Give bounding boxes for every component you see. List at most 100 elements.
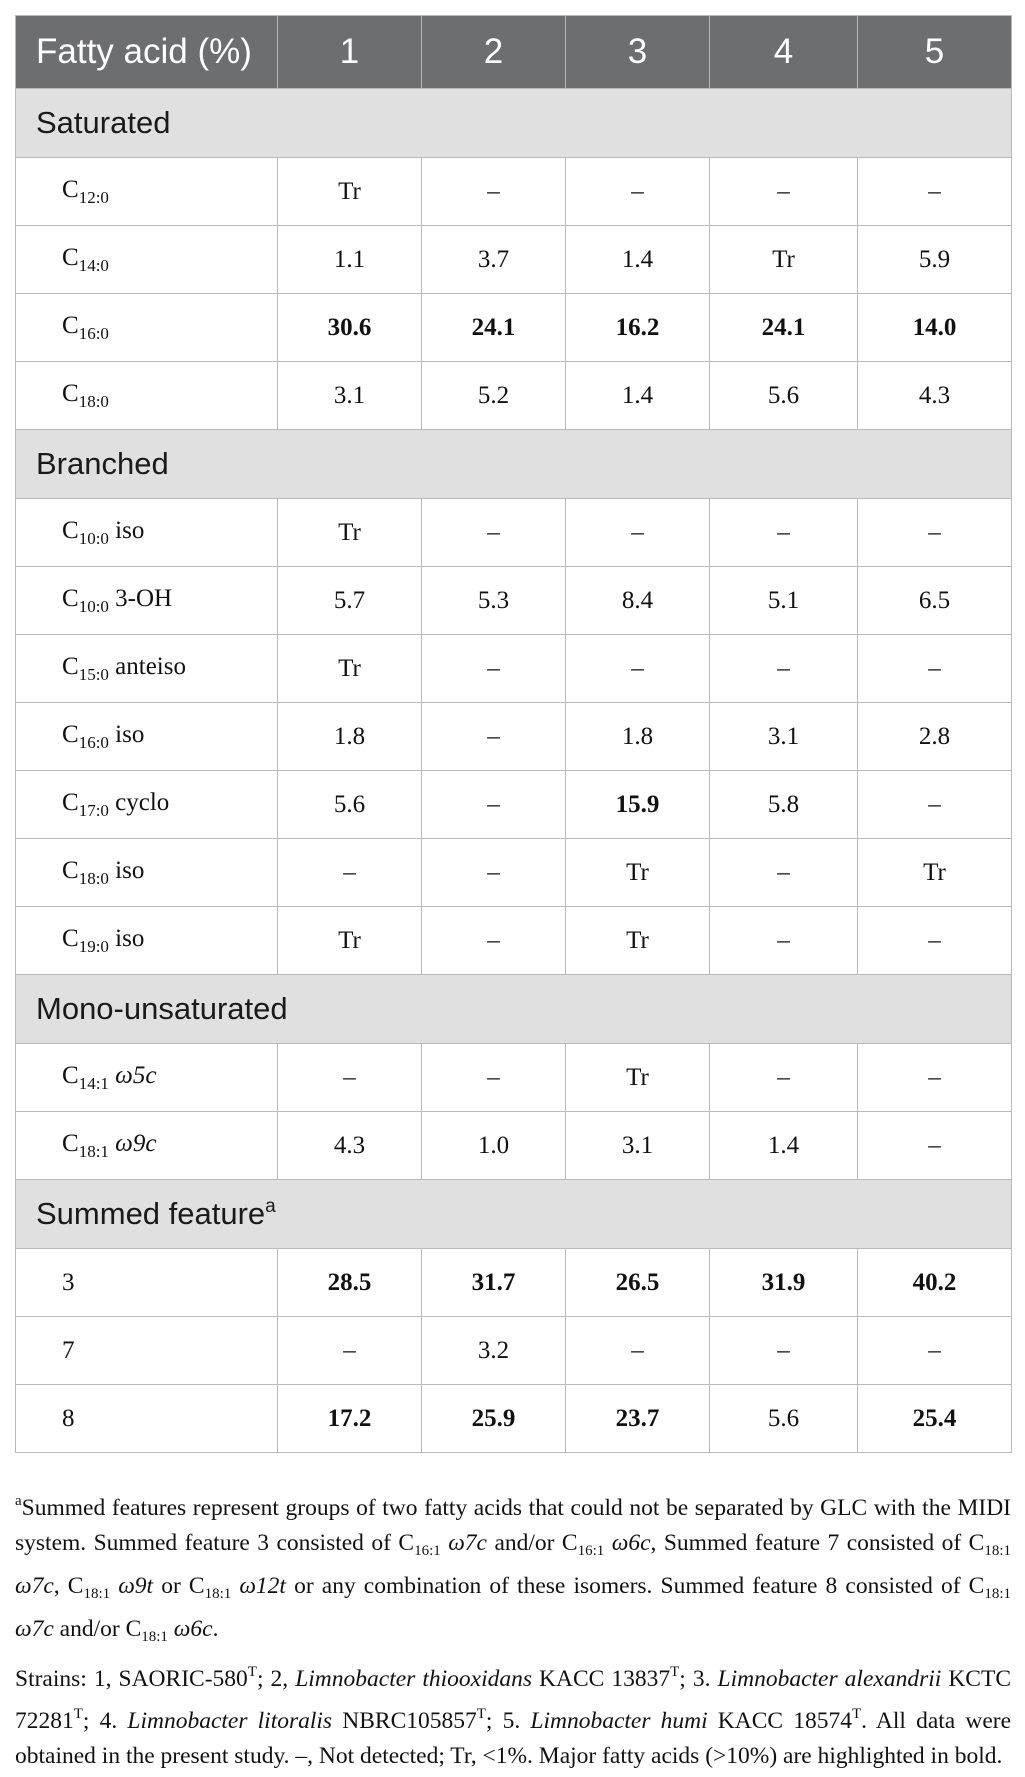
fatty-acid-name: C18:0 iso [15, 838, 278, 907]
footnote-a: aSummed features represent groups of two… [15, 1484, 1011, 1655]
value-cell-strain-4: 31.9 [709, 1248, 858, 1317]
value-cell-strain-4: 5.1 [709, 566, 858, 635]
value-cell-strain-2: – [421, 838, 566, 907]
value-cell-strain-3: Tr [565, 1043, 710, 1112]
isomer: ω6c [604, 1530, 651, 1556]
value-cell-strain-4: – [709, 1043, 858, 1112]
table-row: C10:0 iso Tr – – – – [15, 498, 1012, 567]
fatty-acid-base: C [62, 788, 79, 816]
subscript: 16:1 [414, 1543, 441, 1559]
strains-text: KCTC 72281 [15, 1666, 1011, 1734]
table-row: C18:0 3.1 5.2 1.4 5.6 4.3 [15, 361, 1012, 430]
header-col-4: 4 [709, 15, 858, 89]
fatty-acid-name: C14:0 [15, 225, 278, 294]
fatty-acid-suffix: iso [108, 720, 145, 748]
value-cell-strain-1: 4.3 [277, 1111, 422, 1180]
value-cell-strain-5: 5.9 [857, 225, 1012, 294]
value-cell-strain-2: – [421, 770, 566, 839]
table-row: 7–3.2– – – [15, 1316, 1012, 1385]
value-cell-strain-3: 1.8 [565, 702, 710, 771]
isomer: ω7c [440, 1530, 487, 1556]
fatty-acid-base: C [62, 175, 79, 203]
table-footnotes: aSummed features represent groups of two… [15, 1484, 1011, 1774]
footnote-text: . [212, 1616, 219, 1642]
value-cell-strain-2: 31.7 [421, 1248, 566, 1317]
value-cell-strain-5: – [857, 1043, 1012, 1112]
fatty-acid-base: 7 [62, 1336, 75, 1364]
fatty-acid-name: C16:0 iso [15, 702, 278, 771]
fatty-acid-name: 3 [15, 1248, 278, 1317]
value-cell-strain-4: – [709, 1316, 858, 1385]
isomer: ω9t [110, 1573, 154, 1599]
value-cell-strain-1: 3.1 [277, 361, 422, 430]
subscript: 16:1 [577, 1543, 605, 1559]
isomer: ω6c [167, 1616, 213, 1642]
subscript: 18:1 [984, 1586, 1011, 1602]
table-row: C16:0 30.6 24.1 16.2 24.1 14.0 [15, 293, 1012, 362]
section-title: Saturated [15, 88, 1012, 158]
table-row: C12:0 Tr – – – – [15, 157, 1012, 226]
fatty-acid-base: 3 [62, 1268, 75, 1296]
table-row: C16:0 iso 1.8–1.8 3.1 2.8 [15, 702, 1012, 771]
species-name: Limnobacter thiooxidans [295, 1666, 532, 1692]
subscript: 18:1 [83, 1586, 111, 1602]
isomer: ω12t [231, 1573, 286, 1599]
value-cell-strain-5: – [857, 498, 1012, 567]
footnote-a-marker: a [15, 1493, 22, 1509]
section-row: Summed featurea [15, 1179, 1012, 1249]
header-col-5: 5 [857, 15, 1012, 89]
value-cell-strain-2: 3.7 [421, 225, 566, 294]
value-cell-strain-1: Tr [277, 634, 422, 703]
section-title-text: Saturated [36, 105, 171, 140]
value-cell-strain-2: – [421, 1043, 566, 1112]
type-strain-marker: T [852, 1706, 862, 1722]
table-row: C18:0 iso – – Tr – Tr [15, 838, 1012, 907]
table-row: C14:1 ω5c – – Tr – – [15, 1043, 1012, 1112]
fatty-acid-subscript: 10:0 [78, 596, 109, 616]
value-cell-strain-1: 1.8 [277, 702, 422, 771]
species-name: Limnobacter alexandrii [717, 1666, 942, 1692]
fatty-acid-name: C17:0 cyclo [15, 770, 278, 839]
fatty-acid-subscript: 18:0 [78, 868, 109, 888]
value-cell-strain-2: – [421, 498, 566, 567]
table-row: 3 28.5 31.7 26.5 31.9 40.2 [15, 1248, 1012, 1317]
value-cell-strain-1: Tr [277, 498, 422, 567]
fatty-acid-name: C14:1 ω5c [15, 1043, 278, 1112]
type-strain-marker: T [476, 1706, 486, 1722]
footnote-text: and/or C [487, 1530, 578, 1556]
fatty-acid-base: C [62, 1129, 79, 1157]
value-cell-strain-4: – [709, 498, 858, 567]
header-col-3: 3 [565, 15, 710, 89]
value-cell-strain-5: – [857, 906, 1012, 975]
value-cell-strain-1: 28.5 [277, 1248, 422, 1317]
section-title: Summed featurea [15, 1179, 1012, 1249]
fatty-acid-name: C10:0 3-OH [15, 566, 278, 635]
value-cell-strain-5: 14.0 [857, 293, 1012, 362]
value-cell-strain-2: – [421, 906, 566, 975]
fatty-acid-subscript: 12:0 [78, 187, 109, 207]
fatty-acid-subscript: 19:0 [78, 936, 109, 956]
fatty-acid-base: C [62, 720, 79, 748]
table-row: C19:0 iso Tr – Tr – – [15, 906, 1012, 975]
header-col-1: 1 [277, 15, 422, 89]
fatty-acid-base: C [62, 652, 79, 680]
fatty-acid-base: C [62, 243, 79, 271]
fatty-acid-table-container: Fatty acid (%) 1 2 3 4 5 Saturated C12:0 T… [15, 15, 1012, 1453]
value-cell-strain-5: 2.8 [857, 702, 1012, 771]
footnote-text: , C [53, 1573, 84, 1599]
fatty-acid-suffix: 3-OH [108, 584, 173, 612]
fatty-acid-base: C [62, 584, 79, 612]
value-cell-strain-3: 26.5 [565, 1248, 710, 1317]
header-row: Fatty acid (%) 1 2 3 4 5 [15, 15, 1012, 89]
value-cell-strain-3: 1.4 [565, 225, 710, 294]
fatty-acid-suffix: cyclo [108, 788, 170, 816]
value-cell-strain-1: 17.2 [277, 1384, 422, 1453]
table-body: Saturated C12:0 Tr – – – – C14:0 1.1 3.7 1.4 Tr 5.9 C… [15, 88, 1012, 1453]
value-cell-strain-3: 1.4 [565, 361, 710, 430]
type-strain-marker: T [73, 1706, 83, 1722]
table-row: 8 17.2 25.9 23.7 5.6 25.4 [15, 1384, 1012, 1453]
fatty-acid-subscript: 15:0 [78, 664, 109, 684]
value-cell-strain-1: 5.7 [277, 566, 422, 635]
value-cell-strain-4: 1.4 [709, 1111, 858, 1180]
fatty-acid-suffix: iso [108, 516, 145, 544]
